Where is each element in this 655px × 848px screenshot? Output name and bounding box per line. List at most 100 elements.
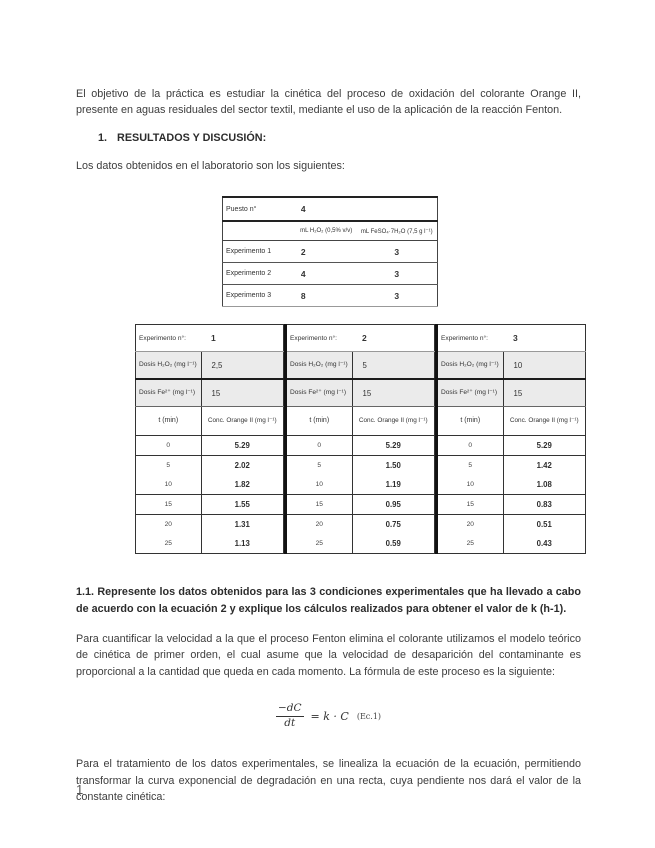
exp-label: Experimento n°:: [436, 324, 503, 353]
kinetics-paragraph: Para cuantificar la velocidad a la que e…: [76, 633, 581, 678]
experiment-label: Experimento 2: [222, 262, 296, 286]
dose-fe-value: 15: [352, 379, 435, 408]
table-row: Experimento n°: 1: [135, 324, 284, 353]
dose-h2o2-value: 5: [352, 351, 435, 381]
table-row: 10 1.19: [285, 475, 435, 496]
table-row: 25 0.43: [436, 534, 586, 554]
section-number: 1.: [98, 131, 108, 144]
conc-value: 1.08: [503, 475, 586, 496]
table-row: 25 1.13: [135, 534, 284, 554]
feso4-value: 3: [356, 262, 438, 286]
conc-header: Conc. Orange II (mg l⁻¹): [201, 406, 284, 437]
table-row: Dosis H₂O₂ (mg l⁻¹) 2,5: [135, 351, 284, 381]
conc-header: Conc. Orange II (mg l⁻¹): [352, 406, 435, 437]
t-header: t (min): [436, 406, 504, 437]
dose-h2o2-label: Dosis H₂O₂ (mg l⁻¹): [285, 351, 353, 381]
col-header-feso4: mL FeSO₄·7H₂O (7,5 g l⁻¹): [356, 221, 438, 242]
t-value: 15: [436, 494, 504, 516]
exp-number: 1: [201, 324, 284, 353]
table-row: Experimento 2 4 3: [222, 262, 438, 286]
equation-1: −dC dt = k · C (Ec.1): [76, 698, 581, 734]
equation-rhs: = k · C: [310, 709, 349, 723]
experiment-group-1: Experimento n°: 1 Dosis H₂O₂ (mg l⁻¹) 2,…: [135, 324, 284, 555]
dose-h2o2-label: Dosis H₂O₂ (mg l⁻¹): [436, 351, 504, 381]
conc-value: 1.13: [234, 539, 250, 549]
table-row: Experimento n°: 3: [436, 324, 586, 353]
table-header-row: t (min) Conc. Orange II (mg l⁻¹): [285, 406, 435, 437]
datos-paragraph: Los datos obtenidos en el laboratorio so…: [76, 159, 345, 172]
dose-fe-value: 15: [201, 379, 284, 408]
t-value: 5: [436, 455, 504, 476]
t-value: 15: [135, 494, 202, 516]
conc-value: 0.95: [352, 494, 435, 516]
conc-value: 0.83: [503, 494, 586, 516]
intro-paragraph: El objetivo de la práctica es estudiar l…: [76, 88, 581, 117]
conc-header: Conc. Orange II (mg l⁻¹): [503, 406, 586, 437]
t-header: t (min): [285, 406, 353, 437]
conc-value: 2.02: [234, 461, 250, 471]
table-row: 20 1.31: [135, 514, 284, 535]
t-value: 25: [135, 534, 202, 554]
t-value: 10: [285, 475, 353, 496]
puesto-value: 4: [295, 197, 357, 223]
table-row: 10 1.08: [436, 475, 586, 496]
table-row: 5 1.50: [285, 455, 435, 476]
table-header-row: mL H₂O₂ (0,5% v/v) mL FeSO₄·7H₂O (7,5 g …: [222, 221, 438, 242]
h2o2-value: 4: [295, 262, 357, 286]
dose-fe-label: Dosis Fe²⁺ (mg l⁻¹): [436, 379, 504, 408]
fraction: −dC dt: [275, 703, 304, 729]
document-page: El objetivo de la práctica es estudiar l…: [76, 86, 586, 805]
t-value: 0: [436, 435, 504, 457]
t-value: 20: [135, 514, 202, 535]
t-value: 5: [285, 455, 353, 476]
conc-value: 1.42: [536, 461, 552, 471]
experiment-group-2: Experimento n°: 2 Dosis H₂O₂ (mg l⁻¹) 5 …: [284, 324, 435, 555]
table-row: Experimento 3 8 3: [222, 284, 438, 308]
question-1-1-heading: 1.1. Represente los datos obtenidos para…: [76, 586, 581, 615]
table-row: 15 0.95: [285, 494, 435, 516]
t-value: 5: [135, 455, 202, 476]
table-row: Experimento 1 2 3: [222, 240, 438, 264]
table-row: Dosis Fe²⁺ (mg l⁻¹) 15: [436, 379, 586, 408]
conc-value: 1.31: [234, 520, 250, 530]
feso4-value: 3: [356, 284, 438, 308]
table-row: 5 1.42: [436, 455, 586, 476]
fraction-denominator: dt: [284, 716, 296, 729]
exp-number: 3: [503, 324, 586, 353]
experiment-label: Experimento 1: [222, 240, 296, 264]
experiment-group-3: Experimento n°: 3 Dosis H₂O₂ (mg l⁻¹) 10…: [435, 324, 586, 555]
conc-value: 1.82: [201, 475, 284, 496]
results-table: Experimento n°: 1 Dosis H₂O₂ (mg l⁻¹) 2,…: [135, 324, 586, 555]
dose-h2o2-label: Dosis H₂O₂ (mg l⁻¹): [135, 351, 202, 381]
table-row: 0 5.29: [436, 435, 586, 457]
exp-number: 2: [352, 324, 435, 353]
experiment-label: Experimento 3: [222, 284, 296, 308]
dose-fe-value: 15: [503, 379, 586, 408]
table-row: 5 2.02: [135, 455, 284, 476]
table-row: 20 0.51: [436, 514, 586, 535]
conc-value: 0.75: [385, 520, 401, 530]
dose-fe-label: Dosis Fe²⁺ (mg l⁻¹): [285, 379, 353, 408]
table-row: 25 0.59: [285, 534, 435, 554]
conc-value: 5.29: [201, 435, 284, 457]
conc-value: 0.59: [385, 539, 401, 549]
t-value: 10: [135, 475, 202, 496]
linearization-paragraph: Para el tratamiento de los datos experim…: [76, 758, 581, 804]
setup-table: Puesto n° 4 mL H₂O₂ (0,5% v/v) mL FeSO₄·…: [222, 196, 438, 308]
page-number: 1: [76, 782, 84, 797]
table-row: Experimento n°: 2: [285, 324, 435, 353]
table-row: Dosis H₂O₂ (mg l⁻¹) 5: [285, 351, 435, 381]
section-title: RESULTADOS Y DISCUSIÓN:: [117, 131, 267, 144]
t-value: 15: [285, 494, 353, 516]
t-value: 20: [436, 514, 504, 535]
dose-fe-label: Dosis Fe²⁺ (mg l⁻¹): [135, 379, 202, 408]
table-row: Dosis H₂O₂ (mg l⁻¹) 10: [436, 351, 586, 381]
t-value: 0: [285, 435, 353, 457]
t-header: t (min): [135, 406, 202, 437]
table-row: 15 0.83: [436, 494, 586, 516]
table-row: 15 1.55: [135, 494, 284, 516]
t-value: 25: [436, 534, 504, 554]
t-value: 0: [135, 435, 202, 457]
table-row: 0 5.29: [285, 435, 435, 457]
t-value: 25: [285, 534, 353, 554]
